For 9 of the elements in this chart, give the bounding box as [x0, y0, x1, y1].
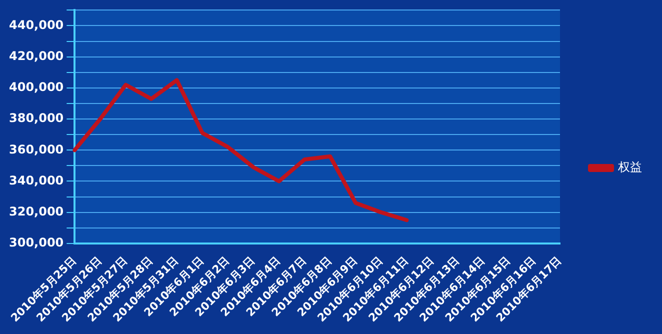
legend-label: 权益	[617, 160, 642, 174]
y-tick-label: 340,000	[9, 173, 64, 188]
y-tick-label: 360,000	[9, 142, 64, 156]
y-tick-label: 420,000	[9, 48, 64, 63]
y-tick-label: 440,000	[9, 18, 64, 32]
y-tick-label: 300,000	[9, 236, 64, 250]
y-tick-label: 320,000	[9, 204, 64, 218]
y-tick-label: 400,000	[9, 80, 64, 94]
y-tick-label: 380,000	[9, 111, 64, 126]
